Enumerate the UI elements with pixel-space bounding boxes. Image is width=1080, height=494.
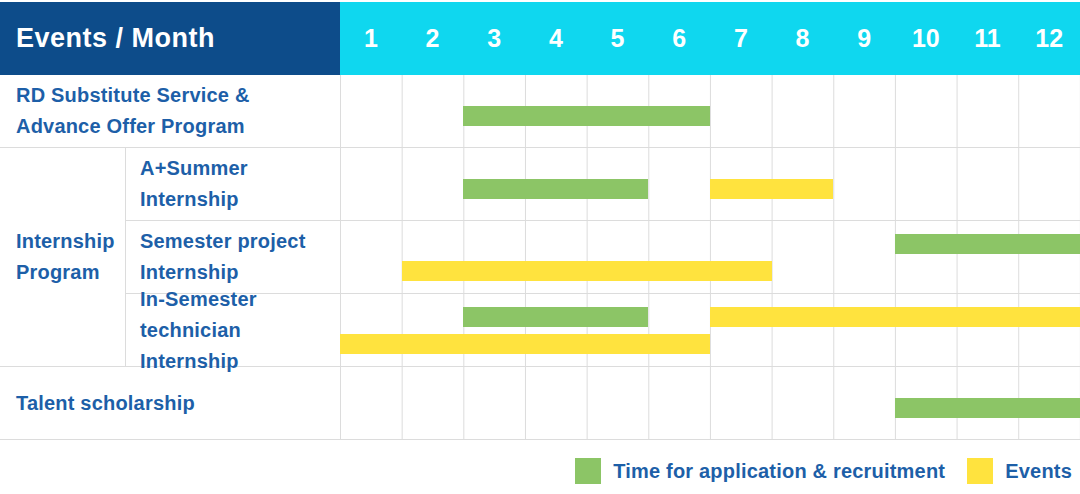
legend-label: Time for application & recruitment [613, 460, 945, 483]
month-label-4: 4 [525, 2, 587, 75]
chart-row [340, 148, 1080, 221]
row-label: RD Substitute Service &Advance Offer Pro… [0, 75, 340, 148]
header-row: Events / Month 123456789101112 [0, 2, 1080, 75]
legend: Time for application & recruitment Events [575, 458, 1072, 484]
month-header: 123456789101112 [340, 2, 1080, 75]
month-label-11: 11 [957, 2, 1019, 75]
month-label-6: 6 [648, 2, 710, 75]
sub-row-label-line: In-Semester [140, 284, 340, 315]
month-label-5: 5 [587, 2, 649, 75]
row-label-line: Talent scholarship [16, 388, 340, 419]
sub-row-label: A+SummerInternship [125, 148, 340, 221]
group-label-line: Internship [16, 226, 125, 257]
table-body: RD Substitute Service &Advance Offer Pro… [0, 75, 1080, 440]
events-table: Events / Month 123456789101112 RD Substi… [0, 2, 1080, 440]
legend-label: Events [1005, 460, 1072, 483]
group-label: InternshipProgram [0, 148, 125, 367]
yellow-bar [710, 307, 1080, 327]
legend-swatch-green [575, 458, 601, 484]
chart-row [340, 294, 1080, 367]
legend-swatch-yellow [967, 458, 993, 484]
month-label-3: 3 [463, 2, 525, 75]
yellow-bar [340, 334, 710, 354]
month-label-9: 9 [833, 2, 895, 75]
legend-item-yellow: Events [967, 458, 1072, 484]
green-bar [463, 307, 648, 327]
chart-row [340, 367, 1080, 440]
month-label-1: 1 [340, 2, 402, 75]
sub-row-label-line: Internship [140, 184, 340, 215]
header-corner-label: Events / Month [0, 2, 340, 75]
green-bar [895, 234, 1080, 254]
row-label: Talent scholarship [0, 367, 340, 440]
month-label-10: 10 [895, 2, 957, 75]
group-label-line: Program [16, 257, 125, 288]
legend-item-green: Time for application & recruitment [575, 458, 945, 484]
month-label-2: 2 [402, 2, 464, 75]
green-bar [463, 106, 710, 126]
row-label-line: RD Substitute Service & [16, 80, 340, 111]
month-label-7: 7 [710, 2, 772, 75]
chart-row [340, 75, 1080, 148]
sub-row-label-line: Semester project [140, 226, 340, 257]
row-label-line: Advance Offer Program [16, 111, 340, 142]
sub-row-label-line: A+Summer [140, 153, 340, 184]
green-bar [895, 398, 1080, 418]
green-bar [463, 179, 648, 199]
yellow-bar [402, 261, 772, 281]
gantt-chart: Events / Month 123456789101112 RD Substi… [0, 0, 1080, 494]
chart-row [340, 221, 1080, 294]
sub-row-label: In-Semestertechnician Internship [125, 294, 340, 367]
yellow-bar [710, 179, 833, 199]
month-label-8: 8 [772, 2, 834, 75]
month-label-12: 12 [1018, 2, 1080, 75]
